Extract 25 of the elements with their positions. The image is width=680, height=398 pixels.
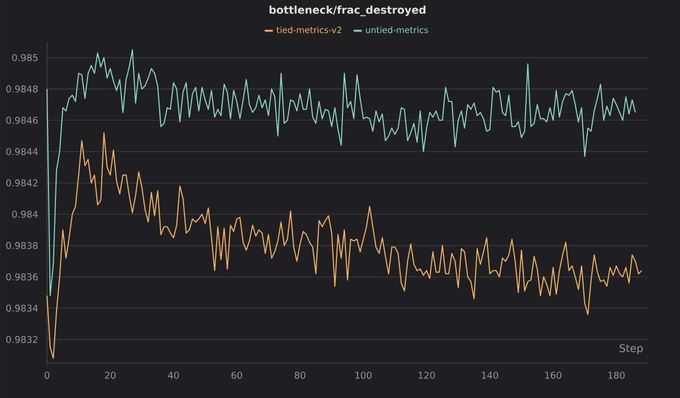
x-tick-label: 120 — [418, 372, 435, 379]
y-tick-label: 0.984 — [12, 210, 38, 218]
x-tick-label: 60 — [232, 372, 242, 379]
y-tick-label: 0.985 — [12, 54, 38, 62]
x-tick-label: 180 — [608, 372, 625, 379]
y-tick-label: 0.9846 — [6, 116, 38, 124]
chart-title: bottleneck/frac_destroyed — [270, 6, 426, 16]
legend-label: untied-metrics — [366, 26, 428, 34]
y-tick-label: 0.9838 — [6, 242, 38, 250]
legend-label: tied-metrics-v2 — [276, 26, 342, 34]
x-axis-title: Step — [620, 344, 643, 354]
x-tick-label: 0 — [44, 372, 50, 379]
y-tick-label: 0.9836 — [6, 273, 38, 280]
x-tick-label: 80 — [294, 372, 306, 379]
x-tick-label: 100 — [355, 372, 372, 379]
y-tick-label: 0.9834 — [6, 304, 38, 312]
y-tick-label: 0.9842 — [6, 179, 38, 186]
x-tick-label: 140 — [482, 372, 498, 379]
x-tick-label: 40 — [168, 372, 179, 379]
y-tick-label: 0.9832 — [6, 336, 38, 344]
x-tick-label: 20 — [105, 372, 116, 379]
y-tick-label: 0.9844 — [6, 148, 38, 156]
x-tick-label: 160 — [545, 372, 562, 379]
line-series — [46, 49, 636, 296]
y-tick-label: 0.9848 — [6, 85, 38, 92]
